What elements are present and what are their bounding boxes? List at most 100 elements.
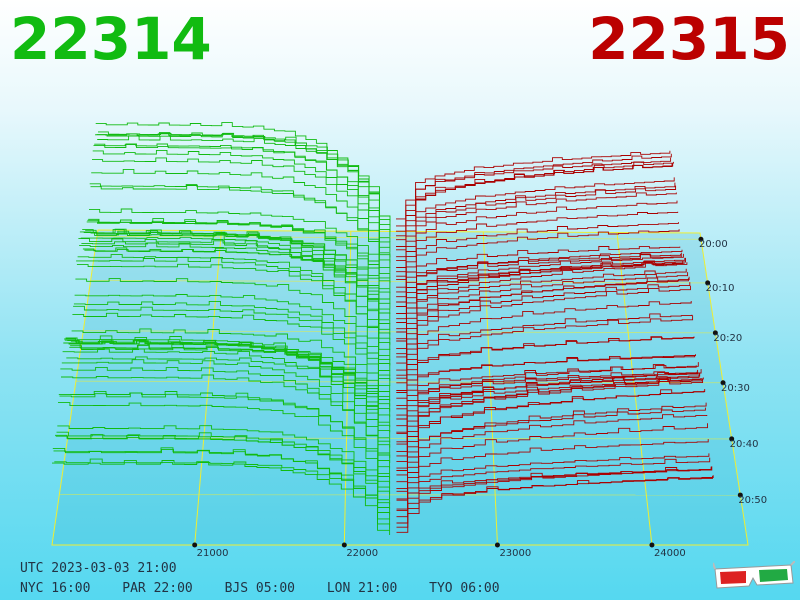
x-tick-label: 24000: [654, 548, 686, 559]
ask-depth-line: [396, 378, 703, 453]
time-gridline: [97, 235, 701, 240]
chart-floor: [51, 229, 749, 546]
ask-depth-line: [396, 257, 686, 330]
bid-depth-line: [62, 348, 391, 463]
ask-depth-line: [396, 336, 695, 393]
ask-depth-line: [396, 163, 673, 237]
price-gridline: [343, 231, 352, 546]
y-tick-label: 20:10: [706, 283, 735, 294]
price-gridline: [194, 230, 222, 546]
bid-depth-line: [89, 208, 391, 284]
zone-clock-nyc: NYC 16:00: [20, 581, 91, 596]
ask-depth-line: [396, 466, 713, 524]
time-tick-marker: [698, 236, 704, 242]
ask-depth-line: [396, 200, 678, 273]
bid-depth-line: [60, 366, 391, 479]
ask-depth-line: [396, 402, 707, 483]
price-tick-marker: [341, 542, 347, 548]
bid-depth-line: [96, 132, 391, 232]
ask-depth-line: [396, 466, 712, 518]
time-tick-marker: [705, 280, 711, 286]
x-tick-label: 23000: [499, 548, 531, 559]
ask-depth-line: [396, 313, 693, 379]
zone-clock-lon: LON 21:00: [326, 581, 398, 596]
ask-depth-line: [396, 150, 671, 220]
bid-depth-line: [77, 254, 391, 361]
ask-depth-line: [396, 246, 681, 293]
bid-depth-line: [52, 460, 391, 535]
bid-depth-line: [71, 328, 391, 402]
zone-clock-par: PAR 22:00: [122, 581, 193, 596]
ask-depth-line: [396, 257, 686, 333]
y-tick-label: 20:50: [738, 495, 767, 506]
ask-depth-line: [396, 229, 680, 288]
bid-depth-line: [52, 447, 391, 530]
bid-depth-line: [75, 278, 391, 376]
ask-depth-line: [396, 261, 684, 314]
ask-depth-line: [396, 423, 708, 492]
ask-depth-line: [396, 285, 691, 371]
y-tick-label: 20:30: [721, 383, 750, 394]
bid-depth-line: [93, 143, 391, 253]
ask-depth-line: [396, 475, 714, 533]
bid-depth-line: [57, 425, 391, 499]
3d-glasses-icon[interactable]: [713, 561, 795, 591]
ask-depth-line: [396, 377, 704, 462]
ask-depth-line: [396, 379, 704, 457]
ask-depth-line: [396, 262, 688, 342]
price-tick-marker: [192, 542, 198, 548]
bid-depth-line: [87, 219, 391, 294]
bid-depth-line: [78, 238, 391, 356]
y-tick-label: 20:20: [713, 333, 742, 344]
ask-depth-line: [396, 268, 687, 340]
bid-depth-line: [76, 256, 391, 371]
bid-depth-line: [79, 229, 391, 345]
bid-depth-line: [70, 345, 391, 412]
ask-depth-line: [396, 369, 699, 420]
ask-depth-line: [396, 161, 674, 247]
ask-depth-line: [396, 453, 710, 501]
time-tick-marker: [729, 436, 735, 442]
bid-depth-line: [74, 294, 391, 381]
bid-depth-line: [73, 300, 391, 386]
bid-depth-line: [97, 135, 391, 227]
ask-depth-line: [396, 439, 709, 500]
bid-depth-line: [58, 402, 391, 494]
ask-depth-line: [396, 222, 679, 281]
bid-depth-line: [86, 221, 391, 299]
bid-depth-line: [64, 338, 391, 453]
utc-clock: UTC 2023-03-03 21:00: [20, 561, 177, 576]
bid-depth-line: [63, 339, 391, 458]
zone-clock-bjs: BJS 05:00: [224, 581, 296, 596]
ask-depth-line: [396, 315, 694, 384]
ask-depth-line: [396, 177, 675, 251]
ask-depth-line: [396, 249, 683, 307]
ask-depth-line: [396, 253, 684, 320]
ask-depth-line: [396, 362, 699, 427]
bid-depth-line: [98, 131, 391, 222]
price-tick-marker: [494, 542, 500, 548]
ask-depth-line: [396, 276, 690, 358]
ask-depth-line: [396, 369, 702, 445]
ask-depth-line: [396, 253, 681, 298]
ask-depth-line: [396, 414, 708, 489]
ask-depth-line: [396, 192, 677, 268]
bid-depth-line: [55, 434, 391, 515]
time-gridline: [90, 279, 708, 284]
time-tick-marker: [737, 492, 743, 498]
bid-depth-line: [91, 168, 391, 268]
ask-depth-line: [396, 389, 706, 471]
ask-depth-line: [396, 211, 679, 277]
bid-depth-line: [58, 390, 391, 489]
bid-depth-line: [95, 133, 391, 242]
bid-depth-line: [64, 339, 391, 448]
ask-depth-line: [396, 457, 711, 510]
bid-depth-line: [61, 359, 391, 469]
bid-depth-line: [82, 247, 391, 325]
ask-depth-line: [396, 185, 677, 262]
bid-price: 22314: [10, 5, 212, 73]
price-gridline: [482, 231, 498, 546]
ask-depth-line: [396, 153, 672, 232]
bid-depth-line: [73, 305, 391, 392]
